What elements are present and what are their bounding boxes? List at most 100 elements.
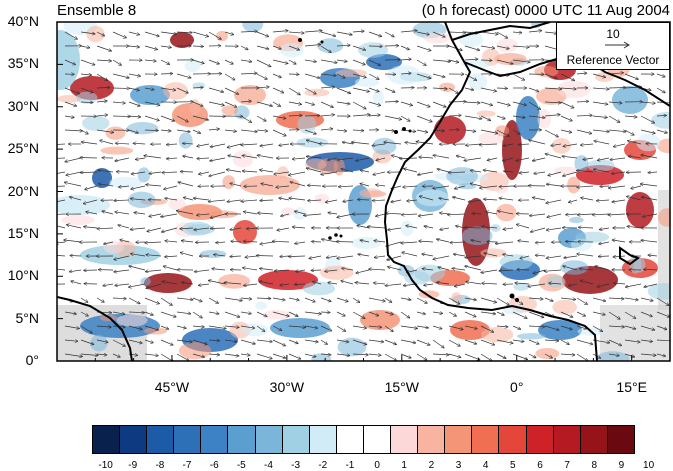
wind-vector [464, 353, 480, 360]
anomaly-blob [109, 176, 142, 189]
wind-vector [544, 297, 553, 301]
wind-vector [288, 353, 301, 359]
wind-vector [518, 144, 530, 145]
wind-vector [208, 297, 219, 303]
anomaly-blob [199, 250, 227, 258]
wind-vector [328, 213, 338, 214]
wind-vector [641, 197, 658, 201]
wind-vector [528, 339, 539, 344]
anomaly-blob [494, 53, 527, 66]
anomaly-blob [163, 82, 189, 100]
anomaly-blob [567, 176, 581, 194]
wind-vector [656, 115, 667, 116]
wind-vector [320, 45, 331, 53]
colorbar-label: -1 [345, 460, 355, 471]
wind-vector [199, 171, 210, 174]
wind-vector [308, 200, 322, 201]
wind-vector [656, 129, 667, 133]
wind-vector [631, 185, 642, 189]
wind-vector [80, 31, 95, 34]
wind-vector [304, 73, 320, 78]
anomaly-blob [92, 168, 112, 188]
wind-vector [311, 242, 322, 243]
wind-vector [608, 298, 624, 299]
wind-vector [230, 228, 242, 230]
wind-vector [336, 31, 352, 35]
wind-vector [104, 241, 114, 244]
wind-vector [181, 282, 194, 284]
wind-vector [96, 101, 107, 102]
wind-vector [224, 87, 239, 94]
wind-vector [306, 156, 322, 158]
wind-vector [528, 353, 536, 358]
wind-vector [628, 141, 642, 145]
wind-vector [224, 311, 240, 317]
anomaly-blob [415, 189, 449, 207]
wind-vector [372, 200, 386, 201]
wind-vector [496, 326, 508, 327]
wind-vector [288, 339, 298, 344]
colorbar-swatch [309, 426, 337, 453]
anomaly-blob [333, 158, 345, 176]
colorbar-label: -5 [236, 460, 246, 471]
wind-vector [454, 185, 466, 189]
wind-vector [336, 87, 351, 94]
wind-vector [210, 213, 226, 218]
wind-vector [144, 297, 160, 304]
wind-vector [416, 297, 427, 303]
wind-vector [241, 144, 258, 145]
wind-vector [368, 73, 379, 79]
wind-vector [403, 186, 418, 187]
colorbar-label: 3 [455, 460, 462, 471]
wind-vector [279, 144, 290, 146]
wind-vector [178, 182, 194, 187]
wind-vector [596, 200, 610, 201]
anomaly-blob [105, 126, 126, 140]
anomaly-blob [516, 96, 540, 140]
colorbar-swatch [363, 426, 392, 453]
wind-vector [560, 115, 572, 121]
wind-vector [433, 155, 450, 159]
wind-vector [64, 325, 80, 329]
wind-vector [400, 298, 411, 300]
wind-vector [149, 213, 162, 217]
wind-vector [376, 213, 386, 216]
wind-vector [181, 241, 194, 242]
wind-vector [368, 326, 382, 327]
wind-vector [358, 254, 370, 256]
wind-vector [112, 353, 120, 357]
wind-vector [464, 339, 477, 344]
wind-vector [337, 157, 354, 160]
wind-vector [272, 59, 288, 64]
wind-vector [57, 157, 66, 159]
wind-vector [384, 115, 402, 120]
wind-vector [368, 31, 382, 37]
wind-vector [503, 144, 514, 146]
wind-vector [146, 283, 162, 288]
wind-vector [608, 130, 626, 132]
wind-vector [80, 87, 93, 93]
wind-vector [288, 32, 304, 33]
wind-vector [145, 270, 162, 272]
wind-vector [487, 157, 498, 160]
wind-vector [437, 282, 450, 284]
wind-vector [256, 298, 271, 299]
wind-vector [240, 298, 252, 299]
wind-vector [288, 87, 300, 95]
wind-vector [482, 283, 498, 284]
wind-vector [356, 269, 370, 273]
wind-vector [208, 325, 226, 329]
wind-vector [128, 283, 146, 287]
anomaly-blob [168, 198, 186, 211]
anomaly-blob [296, 137, 329, 148]
wind-vector [224, 73, 235, 80]
wind-vector [448, 115, 461, 116]
anomaly-blob [657, 208, 670, 227]
wind-vector [288, 115, 302, 116]
wind-vector [80, 129, 88, 134]
wind-vector [289, 198, 306, 201]
wind-vector [568, 284, 578, 286]
anomaly-blob [232, 150, 254, 168]
wind-vector [83, 199, 98, 204]
wind-vector [613, 143, 626, 147]
